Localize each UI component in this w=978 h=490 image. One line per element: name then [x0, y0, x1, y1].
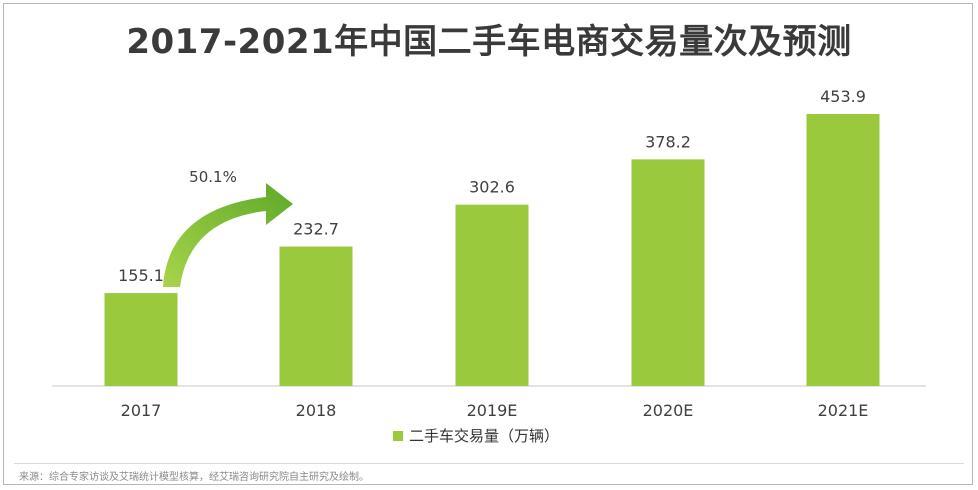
bar-2017 — [104, 293, 178, 386]
legend-swatch — [393, 430, 403, 441]
x-tick-label-2021e: 2021E — [818, 401, 869, 420]
value-label-2020e: 378.2 — [645, 132, 691, 151]
value-label-2021e: 453.9 — [820, 87, 866, 106]
value-label-2019e: 302.6 — [469, 178, 515, 197]
chart-title: 2017-2021年中国二手车电商交易量次及预测 — [126, 22, 852, 62]
bar-2020e — [631, 159, 705, 386]
x-tick-label-2019e: 2019E — [467, 401, 518, 420]
value-label-2017: 155.1 — [118, 266, 164, 285]
x-tick-label-2018: 2018 — [296, 401, 337, 420]
value-label-2018: 232.7 — [293, 220, 339, 239]
bar-2018 — [279, 246, 353, 386]
footer-divider — [14, 463, 964, 464]
source-note: 来源：综合专家访谈及艾瑞统计模型核算，经艾瑞咨询研究院自主研究及绘制。 — [19, 472, 369, 483]
x-tick-label-2020e: 2020E — [643, 401, 694, 420]
growth-rate-label: 50.1% — [189, 168, 237, 186]
growth-arrow-icon — [163, 183, 293, 287]
legend-label: 二手车交易量（万辆） — [409, 427, 560, 445]
bar-2019e — [455, 204, 529, 386]
x-tick-label-2017: 2017 — [121, 401, 162, 420]
chart-legend: 二手车交易量（万辆） — [393, 425, 559, 446]
bar-2021e — [806, 114, 880, 386]
